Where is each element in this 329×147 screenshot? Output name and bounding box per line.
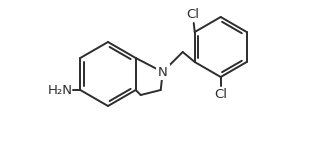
Text: Cl: Cl — [214, 88, 227, 101]
Text: Cl: Cl — [186, 8, 199, 21]
Text: H₂N: H₂N — [47, 83, 72, 96]
Text: N: N — [158, 66, 167, 78]
